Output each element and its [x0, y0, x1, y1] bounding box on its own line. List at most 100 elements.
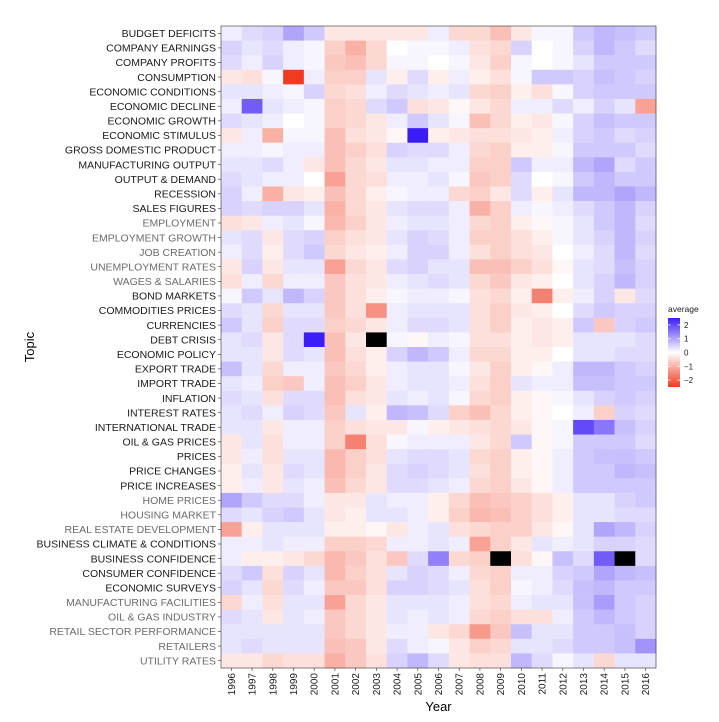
heatmap-cell — [448, 376, 470, 392]
heatmap-cell — [407, 595, 429, 610]
heatmap-cell — [448, 259, 470, 275]
heatmap-cell — [573, 84, 595, 100]
heatmap-cell — [262, 244, 284, 260]
heatmap-cell — [241, 478, 263, 494]
heatmap-cell — [345, 55, 367, 71]
heatmap-cell — [635, 171, 657, 187]
heatmap-cell — [221, 113, 243, 129]
heatmap-cell — [428, 449, 450, 465]
heatmap-cell — [511, 522, 533, 537]
heatmap-cell — [614, 434, 636, 450]
heatmap-cell — [448, 522, 470, 537]
heatmap-cell — [635, 274, 657, 289]
heatmap-cell — [366, 317, 388, 333]
heatmap-cell — [221, 580, 243, 596]
heatmap-cell — [221, 347, 243, 362]
heatmap-cell — [283, 332, 305, 348]
heatmap-cell — [428, 536, 450, 552]
heatmap-cell — [407, 201, 429, 216]
heatmap-cell — [428, 26, 450, 41]
heatmap-cell — [345, 522, 367, 537]
heatmap-cell — [386, 244, 408, 260]
heatmap-cell — [635, 580, 657, 596]
heatmap-cell — [511, 332, 533, 348]
heatmap-cell — [407, 376, 429, 392]
heatmap-cell — [511, 142, 533, 158]
y-tick-label: EMPLOYMENT — [142, 218, 216, 230]
heatmap-cell — [614, 26, 636, 41]
heatmap-cell — [221, 142, 243, 158]
heatmap-cell — [614, 186, 636, 202]
heatmap-cell — [386, 507, 408, 523]
heatmap-cell — [241, 40, 263, 56]
heatmap-cell — [614, 84, 636, 100]
heatmap-cell — [324, 449, 346, 465]
heatmap-cell — [573, 361, 595, 377]
heatmap-cell — [511, 288, 533, 304]
heatmap-cell — [262, 492, 284, 508]
heatmap-cell — [366, 157, 388, 173]
heatmap-cell — [448, 186, 470, 202]
heatmap-cell — [614, 580, 636, 596]
heatmap-cell — [531, 551, 553, 567]
heatmap-cell — [345, 171, 367, 187]
heatmap-cell — [552, 40, 574, 56]
heatmap-cell — [241, 244, 263, 260]
heatmap-cell — [221, 449, 243, 465]
heatmap-cell — [386, 142, 408, 158]
heatmap-cell — [511, 463, 533, 479]
heatmap-cell — [221, 98, 243, 114]
heatmap-cell — [614, 419, 636, 435]
heatmap-cell — [635, 128, 657, 144]
x-tick-label: 2012 — [558, 673, 569, 696]
y-tick-label: COMPANY PROFITS — [115, 57, 216, 69]
heatmap-cell — [428, 98, 450, 114]
heatmap-cell — [469, 274, 491, 289]
heatmap-cell — [283, 492, 305, 508]
heatmap-cell — [428, 274, 450, 289]
heatmap-cell — [635, 376, 657, 392]
legend: average 2 1 0 −1 −2 — [668, 304, 699, 387]
heatmap-cell — [490, 142, 512, 158]
heatmap-cell — [448, 113, 470, 129]
heatmap-cell — [511, 186, 533, 202]
heatmap-cell — [448, 507, 470, 523]
heatmap-cell — [490, 361, 512, 377]
heatmap-cell — [552, 434, 574, 450]
heatmap-cell — [366, 84, 388, 100]
heatmap-cell — [490, 259, 512, 275]
heatmap-cell — [552, 98, 574, 114]
heatmap-cell — [386, 303, 408, 319]
y-tick-label: COMMODITIES PRICES — [99, 305, 216, 317]
heatmap-cell — [552, 536, 574, 552]
heatmap-cell — [386, 478, 408, 494]
y-tick-label: RECESSION — [154, 188, 216, 200]
heatmap-cell — [366, 522, 388, 537]
heatmap-cell — [635, 595, 657, 610]
heatmap-cell — [593, 434, 615, 450]
heatmap-cell — [303, 157, 325, 173]
heatmap-cell — [635, 390, 657, 406]
heatmap-cell — [241, 55, 263, 71]
y-tick-label: BUSINESS CONFIDENCE — [91, 553, 216, 565]
heatmap-cell — [366, 551, 388, 567]
heatmap-cell — [262, 609, 284, 625]
heatmap-cell — [345, 419, 367, 435]
x-axis-title: Year — [425, 699, 452, 714]
heatmap-cell — [221, 419, 243, 435]
heatmap-cell — [221, 478, 243, 494]
heatmap-cell — [531, 201, 553, 216]
heatmap-cell — [573, 653, 595, 669]
y-tick-label: RETAILERS — [158, 641, 216, 653]
heatmap-cell — [469, 332, 491, 348]
heatmap-cell — [283, 128, 305, 144]
heatmap-cell — [345, 142, 367, 158]
x-tick-label: 2004 — [393, 673, 404, 696]
heatmap-cell — [221, 26, 243, 41]
heatmap-cell — [614, 215, 636, 231]
heatmap-cell — [531, 434, 553, 450]
heatmap-cell — [283, 463, 305, 479]
heatmap-cell — [448, 303, 470, 319]
heatmap-cell — [428, 419, 450, 435]
heatmap-cell — [511, 230, 533, 246]
